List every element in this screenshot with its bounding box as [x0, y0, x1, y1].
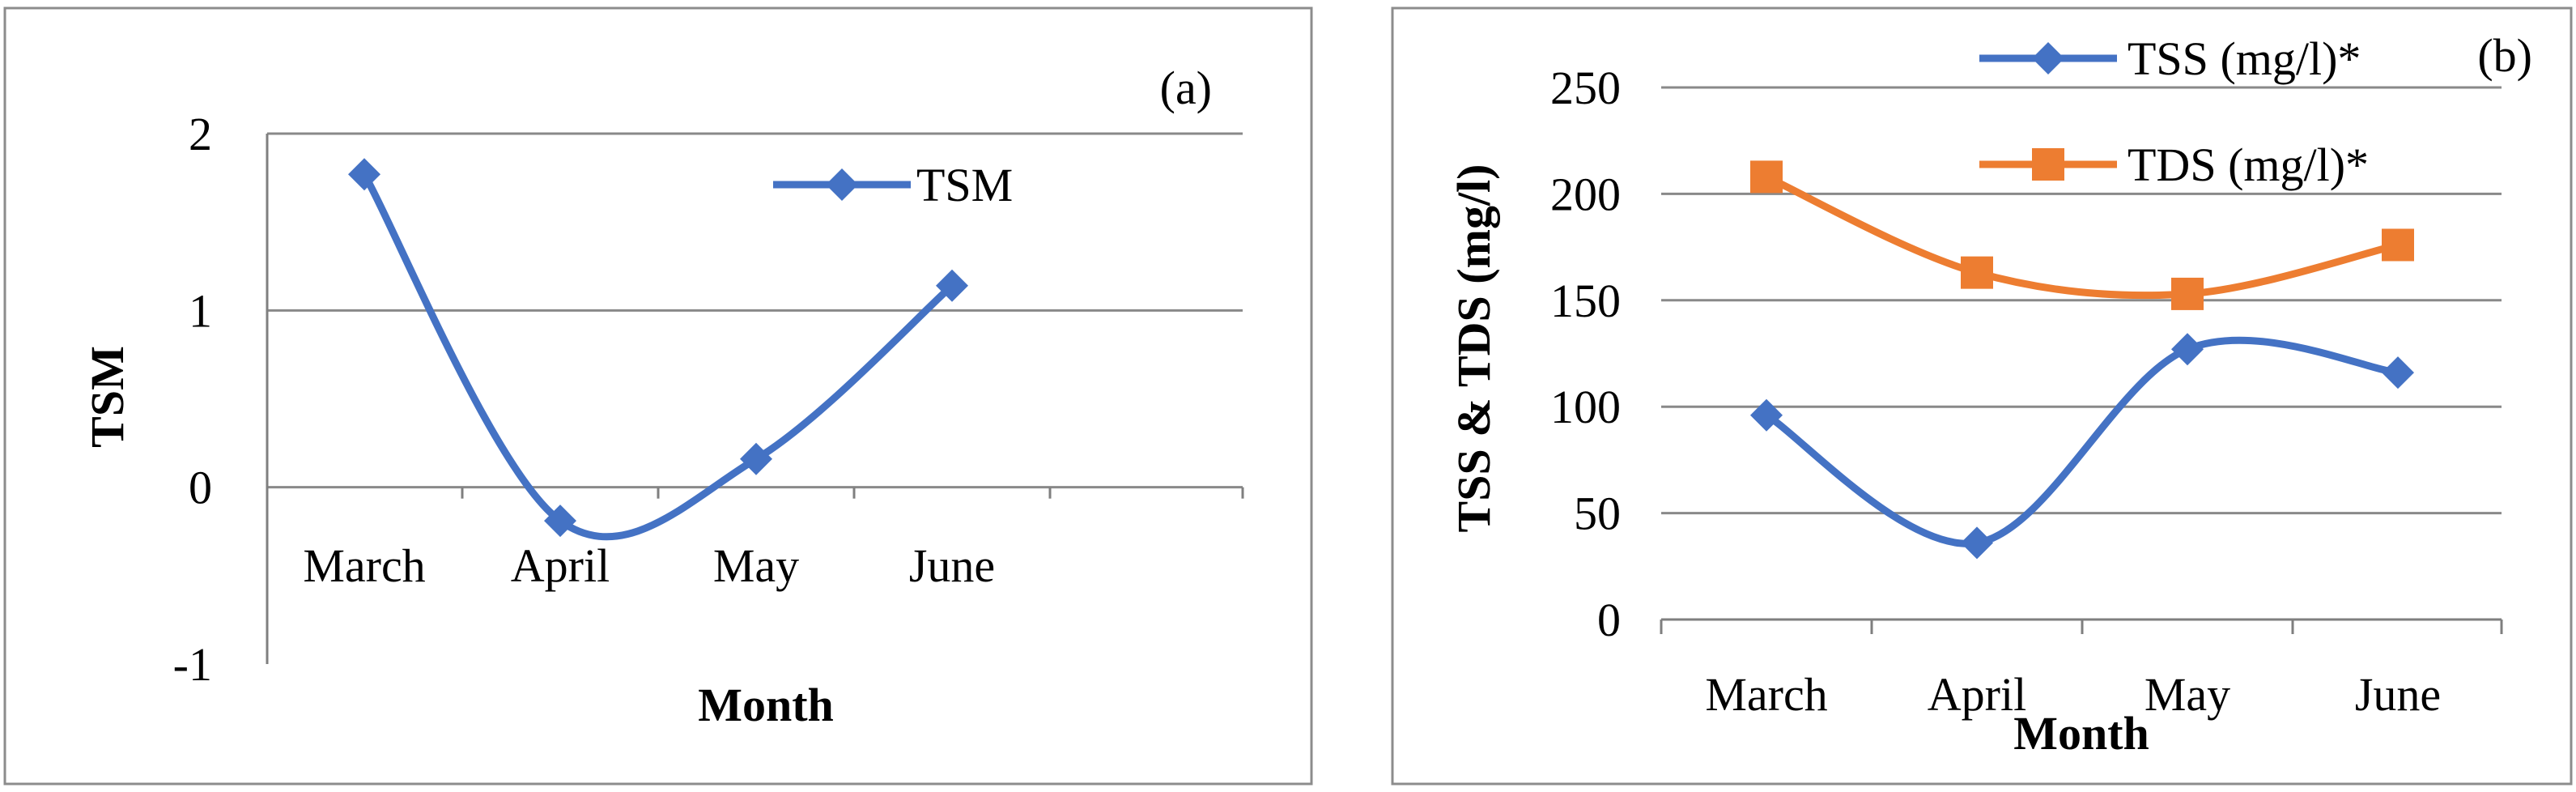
chart-b-data-point	[1961, 526, 1993, 560]
chart-b-y-tick-label: 50	[1574, 488, 1621, 540]
chart-a-legend-label: TSM	[916, 159, 1013, 211]
chart-b-x-tick-label: April	[1928, 668, 2026, 721]
chart-b-x-tick-label: June	[2355, 668, 2441, 721]
chart-b-data-point	[2171, 333, 2204, 366]
chart-b-y-axis-title: TSS & TDS (mg/l)	[1447, 164, 1500, 533]
chart-a-data-point	[544, 505, 576, 538]
chart-b-frame	[1391, 6, 2573, 786]
chart-a-x-tick-label: June	[909, 539, 995, 592]
chart-b-y-tick-label: 0	[1597, 594, 1621, 646]
chart-b-x-tick-label: March	[1705, 668, 1827, 721]
chart-a-data-point	[740, 442, 772, 475]
chart-a-panel-label: (a)	[1160, 62, 1212, 114]
chart-b-data-point	[1961, 256, 1993, 289]
chart-a-x-tick-labels: March April May June	[303, 539, 995, 592]
chart-a-frame	[3, 6, 1313, 786]
chart-b-data-point	[1750, 160, 1783, 194]
chart-a-x-axis-title: Month	[698, 679, 834, 731]
chart-b-y-tick-label: 150	[1550, 275, 1621, 327]
chart-b: 0 50 100 150 200 250 March April May June (b) TS…	[1391, 6, 2573, 786]
chart-b-panel-label: (b)	[2477, 29, 2532, 82]
chart-a-x-tick-label: May	[713, 539, 799, 592]
chart-b-y-tick-labels: 0 50 100 150 200 250	[1550, 62, 1621, 646]
chart-a-x-tick-label: March	[303, 539, 425, 592]
chart-b-data-point	[2382, 356, 2414, 390]
chart-a-y-tick-label: 2	[189, 108, 212, 160]
chart-a-y-axis-title: TSM	[81, 346, 134, 448]
chart-b-legend-label: TSS (mg/l)*	[2128, 32, 2361, 85]
chart-b-y-tick-label: 100	[1550, 381, 1621, 433]
chart-b-data-point	[1750, 398, 1783, 432]
chart-a: -1 0 1 2 March April May June (a) TSM Month TS…	[3, 6, 1313, 786]
chart-a-data-point	[936, 269, 968, 302]
chart-a-x-tick-label: April	[511, 539, 610, 592]
chart-a-y-tick-label: -1	[173, 638, 212, 691]
chart-b-legend-marker	[2032, 148, 2064, 181]
chart-b-data-point	[2171, 277, 2204, 310]
chart-a-y-tick-label: 1	[189, 284, 212, 337]
chart-a-legend: TSM	[773, 159, 1013, 211]
chart-b-series-line	[1765, 173, 2400, 300]
chart-b-x-tick-labels: March April May June	[1705, 668, 2441, 721]
chart-b-y-tick-label: 200	[1550, 168, 1621, 220]
chart-a-legend-marker	[826, 168, 858, 201]
chart-b-series	[1750, 160, 2414, 560]
chart-b-legend: TSS (mg/l)* TDS (mg/l)*	[1979, 32, 2369, 191]
chart-a-y-tick-label: 0	[189, 462, 212, 514]
chart-a-y-tick-labels: -1 0 1 2	[173, 108, 212, 691]
chart-b-legend-label: TDS (mg/l)*	[2128, 138, 2369, 191]
chart-a-series-line	[361, 172, 954, 541]
chart-a-series	[348, 158, 968, 541]
chart-b-series-line	[1764, 336, 2399, 547]
chart-b-x-tick-marks	[1660, 620, 2503, 634]
chart-a-data-point	[348, 158, 380, 191]
chart-b-x-tick-label: May	[2145, 668, 2230, 721]
chart-b-data-point	[2382, 228, 2414, 262]
chart-b-legend-marker	[2032, 42, 2064, 75]
chart-b-x-axis-title: Month	[2013, 707, 2149, 760]
chart-b-y-tick-label: 250	[1550, 62, 1621, 114]
